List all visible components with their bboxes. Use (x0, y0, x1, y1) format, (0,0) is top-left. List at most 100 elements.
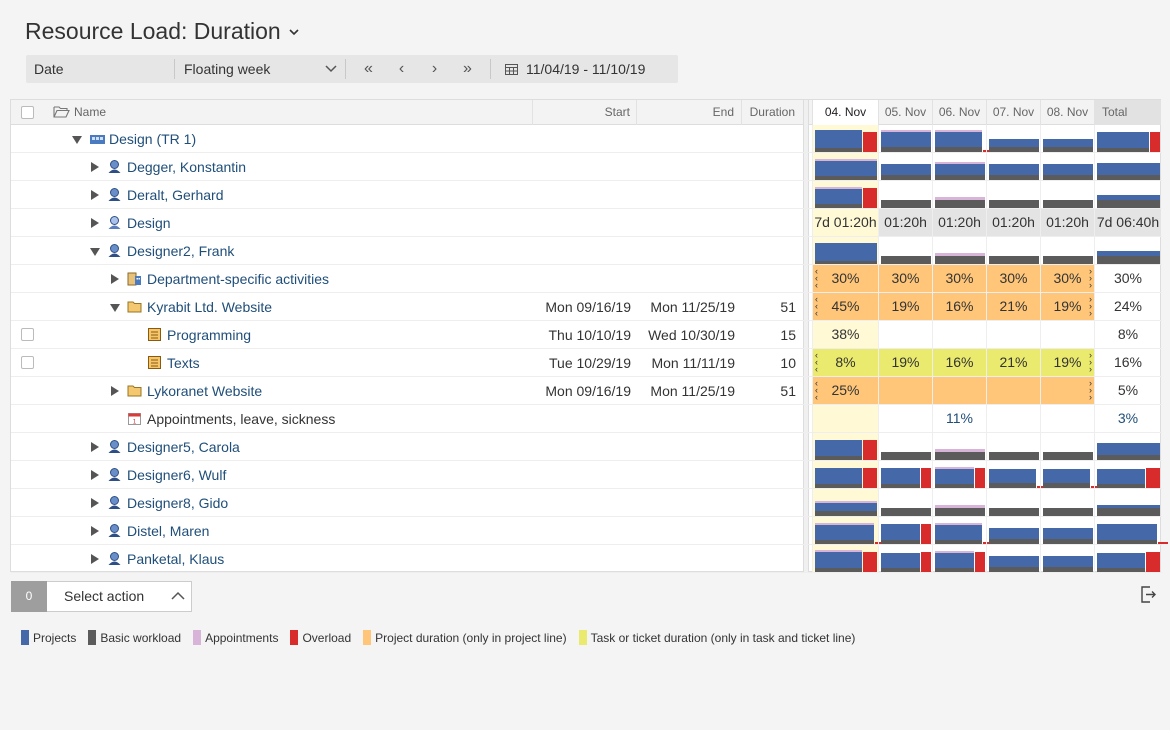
table-row[interactable]: Kyrabit Ltd. Website Mon 09/16/19 Mon 11/2… (11, 293, 1162, 321)
day-cell[interactable] (878, 433, 932, 460)
row-name[interactable]: Appointments, leave, sickness (147, 411, 336, 427)
row-name[interactable]: Panketal, Klaus (127, 551, 225, 567)
day-cell[interactable] (812, 125, 878, 152)
total-cell[interactable] (1094, 517, 1168, 544)
day-cell[interactable] (1040, 433, 1094, 460)
table-row[interactable]: Degger, Konstantin (11, 153, 1162, 181)
day-cell[interactable]: 38% (812, 321, 878, 348)
collapse-icon[interactable] (90, 248, 100, 256)
column-day[interactable]: 05. Nov (878, 100, 932, 125)
day-cell[interactable]: 01:20h (878, 209, 932, 236)
day-cell[interactable] (986, 181, 1040, 208)
total-cell[interactable] (1094, 545, 1161, 572)
table-row[interactable]: Designer6, Wulf (11, 461, 1162, 489)
day-cell[interactable]: 19% (878, 349, 932, 376)
total-cell[interactable] (1094, 181, 1161, 208)
expand-icon[interactable] (91, 218, 99, 228)
total-cell[interactable] (1094, 125, 1161, 152)
day-cell[interactable]: 30% ‹ ‹ ‹ (812, 265, 878, 292)
day-cell[interactable] (812, 237, 878, 264)
day-cell[interactable] (812, 153, 878, 180)
expand-icon[interactable] (91, 498, 99, 508)
row-name[interactable]: Degger, Konstantin (127, 159, 247, 175)
day-cell[interactable] (878, 153, 932, 180)
day-cell[interactable]: 19% (878, 293, 932, 320)
total-cell[interactable]: 7d 06:40h (1094, 209, 1161, 236)
day-cell[interactable] (1040, 517, 1094, 544)
day-cell[interactable]: 21% (986, 349, 1040, 376)
day-cell[interactable] (812, 545, 878, 572)
total-cell[interactable] (1094, 461, 1161, 488)
page-title[interactable]: Resource Load: Duration (25, 18, 299, 45)
day-cell[interactable] (986, 377, 1040, 404)
table-row[interactable]: Lykoranet Website Mon 09/16/19 Mon 11/25/1… (11, 377, 1162, 405)
select-all-checkbox[interactable] (21, 106, 34, 119)
expand-icon[interactable] (111, 274, 119, 284)
row-name[interactable]: Kyrabit Ltd. Website (147, 299, 273, 315)
day-cell[interactable] (986, 461, 1047, 488)
day-cell[interactable] (932, 237, 986, 264)
total-cell[interactable] (1094, 153, 1161, 180)
day-cell[interactable] (878, 181, 932, 208)
day-cell[interactable]: 11% (932, 405, 986, 432)
row-name[interactable]: Designer5, Carola (127, 439, 240, 455)
row-name[interactable]: Designer6, Wulf (127, 467, 227, 483)
day-cell[interactable]: 45% ‹ ‹ ‹ (812, 293, 878, 320)
day-cell[interactable] (878, 517, 932, 544)
day-cell[interactable] (812, 461, 878, 488)
export-icon[interactable] (1140, 586, 1157, 603)
row-name[interactable]: Designer8, Gido (127, 495, 229, 511)
day-cell[interactable] (1040, 405, 1094, 432)
day-cell[interactable] (932, 181, 986, 208)
day-cell[interactable] (1040, 545, 1094, 572)
row-name[interactable]: Distel, Maren (127, 523, 210, 539)
expand-icon[interactable] (91, 162, 99, 172)
column-duration[interactable]: Duration (749, 105, 795, 119)
day-cell[interactable] (878, 461, 932, 488)
day-cell[interactable]: 25% ‹ ‹ ‹ (812, 377, 878, 404)
row-name[interactable]: Designer2, Frank (127, 243, 235, 259)
table-row[interactable]: 1 Appointments, leave, sickness 11% 3% (11, 405, 1162, 433)
day-cell[interactable] (986, 153, 1040, 180)
day-cell[interactable] (1040, 181, 1094, 208)
date-range-picker[interactable]: 11/04/19 - 11/10/19 (491, 61, 645, 77)
table-row[interactable]: Designer8, Gido (11, 489, 1162, 517)
day-cell[interactable] (932, 545, 986, 572)
total-cell[interactable] (1094, 433, 1161, 460)
day-cell[interactable] (932, 125, 993, 152)
pane-splitter[interactable] (803, 100, 809, 573)
day-cell[interactable] (812, 489, 878, 516)
day-cell[interactable] (986, 489, 1040, 516)
previous-period-icon[interactable]: ‹ (398, 60, 405, 77)
day-cell[interactable] (1040, 125, 1094, 152)
day-cell[interactable] (932, 377, 986, 404)
day-cell[interactable] (932, 517, 993, 544)
day-cell[interactable] (812, 181, 878, 208)
day-cell[interactable] (878, 237, 932, 264)
first-period-icon[interactable]: « (364, 60, 373, 77)
day-cell[interactable] (986, 517, 1040, 544)
day-cell[interactable] (1040, 237, 1094, 264)
day-cell[interactable]: 30% (932, 265, 986, 292)
expand-icon[interactable] (91, 470, 99, 480)
row-name[interactable]: Texts (167, 355, 200, 371)
column-day[interactable]: 06. Nov (932, 100, 986, 125)
day-cell[interactable]: 7d 01:20h (812, 209, 878, 236)
table-row[interactable]: Design 7d 01:20h 01:20h 01:20h 01:20h 01:20h 7… (11, 209, 1162, 237)
day-cell[interactable]: 30% (986, 265, 1040, 292)
column-day[interactable]: 07. Nov (986, 100, 1040, 125)
day-cell[interactable]: 01:20h (1040, 209, 1094, 236)
day-cell[interactable] (986, 321, 1040, 348)
column-total[interactable]: Total (1094, 100, 1161, 125)
date-mode-label[interactable]: Date (34, 61, 64, 77)
day-cell[interactable] (932, 321, 986, 348)
day-cell[interactable] (986, 433, 1040, 460)
day-cell[interactable] (878, 321, 932, 348)
expand-icon[interactable] (91, 190, 99, 200)
day-cell[interactable] (932, 433, 986, 460)
day-cell[interactable] (986, 545, 1040, 572)
day-cell[interactable]: 30% › › › (1040, 265, 1094, 292)
column-end[interactable]: End (712, 105, 734, 119)
total-cell[interactable]: 5% (1094, 377, 1161, 404)
total-cell[interactable]: 3% (1094, 405, 1161, 432)
